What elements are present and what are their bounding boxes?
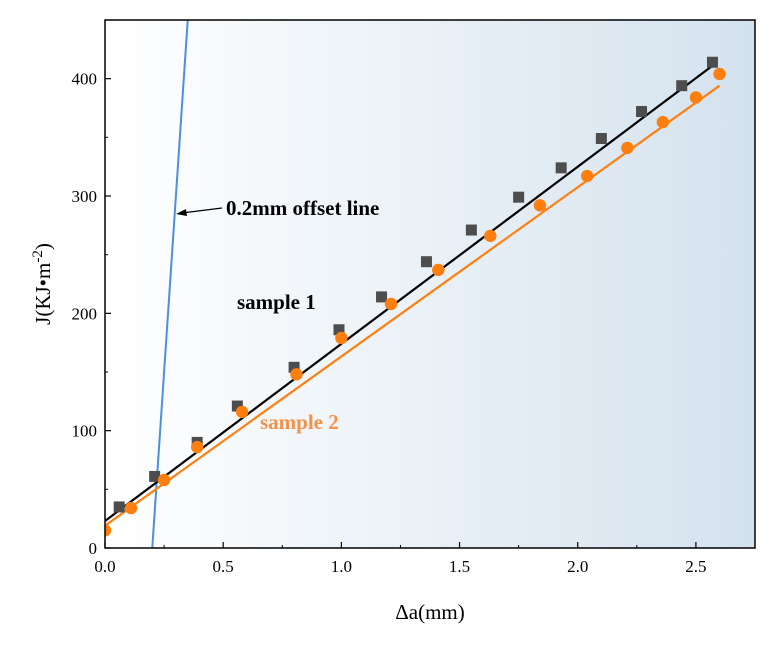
data-point-series-2 — [484, 229, 497, 243]
x-tick-label: 2.5 — [685, 557, 706, 576]
data-point-series-2 — [432, 263, 445, 277]
data-point-series-2 — [621, 141, 634, 155]
y-tick-label: 100 — [72, 422, 98, 441]
offset-line-annotation: 0.2mm offset line — [176, 196, 379, 220]
data-point-series-1 — [231, 400, 243, 412]
data-point-series-1 — [555, 162, 567, 174]
offset-line — [151, 20, 189, 548]
plot-frame — [104, 19, 756, 549]
x-tick-label: 0.5 — [213, 557, 234, 576]
x-tick-label: 0.0 — [94, 557, 115, 576]
data-point-series-2 — [157, 473, 171, 487]
data-point-series-1 — [149, 470, 161, 482]
data-point-series-1 — [420, 256, 432, 268]
data-point-series-2 — [105, 524, 112, 537]
data-point-series-2 — [656, 115, 670, 129]
x-axis-title: Δa(mm) — [395, 600, 464, 624]
plot-layer — [105, 20, 726, 548]
data-point-series-1 — [676, 80, 688, 92]
data-point-series-1 — [595, 133, 607, 145]
data-point-series-2 — [190, 440, 204, 454]
data-point-series-1 — [636, 106, 648, 118]
plot-background — [105, 20, 755, 548]
y-tick-label: 0 — [89, 539, 98, 558]
data-point-series-2 — [533, 199, 547, 212]
x-tick-label: 2.0 — [567, 557, 588, 576]
x-tick-label: 1.0 — [331, 557, 352, 576]
fit-line-series-2 — [105, 84, 721, 527]
data-point-series-2 — [713, 67, 726, 81]
data-point-series-2 — [235, 405, 249, 419]
x-tick-label: 1.5 — [449, 557, 470, 576]
axis-layer: 0.0 0.5 1.0 1.5 2.0 2.5 0 100 200 300 400 — [72, 70, 707, 576]
fit-line-series-1 — [105, 64, 714, 522]
data-point-series-2 — [580, 169, 594, 183]
data-point-series-2 — [689, 91, 703, 104]
data-point-series-1 — [113, 501, 125, 513]
data-point-series-1 — [333, 324, 345, 336]
data-point-series-1 — [465, 224, 477, 236]
y-tick-label: 300 — [72, 187, 98, 206]
data-point-series-1 — [706, 56, 718, 68]
annotation-arrow — [181, 207, 223, 214]
data-point-series-2 — [335, 331, 348, 345]
offset-line-label: 0.2mm offset line — [226, 196, 379, 220]
data-point-series-1 — [376, 291, 388, 303]
data-point-series-1 — [288, 361, 300, 373]
annotation-arrowhead — [176, 209, 187, 216]
data-point-series-2 — [124, 501, 138, 515]
data-point-series-2 — [384, 297, 398, 311]
data-point-series-1 — [513, 191, 525, 203]
sample-1-label: sample 1 — [237, 290, 316, 314]
y-axis-title: J(KJ•m-2) — [30, 243, 55, 325]
sample-2-label: sample 2 — [260, 410, 339, 434]
data-point-series-2 — [290, 368, 303, 381]
y-tick-label: 400 — [72, 70, 98, 89]
y-tick-label: 200 — [72, 304, 98, 323]
